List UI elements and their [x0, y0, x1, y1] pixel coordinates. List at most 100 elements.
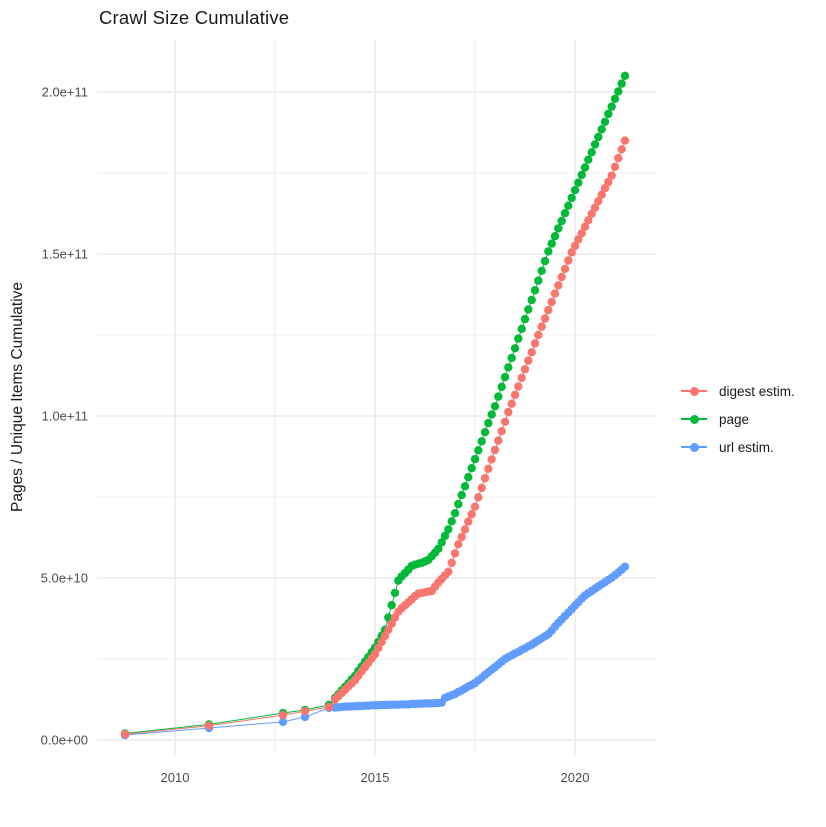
series-page-point [554, 224, 563, 233]
series-digest-estim-point [570, 241, 580, 251]
series-digest-estim-point [504, 407, 513, 417]
x-tick-label: 2010 [161, 770, 190, 785]
series-page-point [580, 163, 590, 172]
series-digest-estim-point [550, 289, 560, 298]
series-page-point [530, 286, 540, 295]
series-page-point [600, 117, 610, 127]
series-page-point [460, 482, 470, 491]
series-page-point [470, 454, 480, 464]
series-page-point [607, 102, 616, 111]
series-digest-estim-point [500, 417, 510, 426]
y-tick-label: 0.0e+00 [41, 733, 88, 748]
series-digest-estim-point [517, 373, 526, 382]
series-digest-estim-point [514, 382, 523, 391]
series-digest-estim-point [620, 136, 630, 145]
legend-item-page: page [681, 409, 795, 429]
x-tick-label: 2015 [361, 770, 390, 785]
series-digest-estim-point [380, 631, 390, 641]
series-page-point [584, 155, 593, 164]
series-digest-estim-point [477, 483, 486, 493]
legend: digest estim. page url estim. [681, 381, 795, 457]
series-page-point [490, 402, 500, 411]
series-page-point [524, 305, 533, 314]
legend-dot-icon [689, 386, 699, 396]
series-page-point [617, 79, 626, 88]
series-digest-estim-point [577, 229, 586, 238]
series-page-point [577, 170, 586, 180]
series-page-point [574, 178, 583, 187]
series-page-point [440, 531, 450, 541]
series-url-estim-point [278, 717, 288, 727]
series-digest-estim-point [460, 525, 470, 534]
legend-label-url-estim: url estim. [719, 439, 774, 455]
series-page-point [504, 363, 513, 372]
series-page-point [437, 538, 446, 547]
chart-title: Crawl Size Cumulative [99, 7, 290, 28]
series-digest-estim-point [524, 356, 533, 365]
series-digest-estim-point [484, 464, 493, 473]
legend-dot-icon [689, 414, 699, 424]
series-digest-estim-point [610, 162, 620, 171]
series-page-point [434, 544, 443, 553]
series-page-point [514, 334, 523, 343]
legend-item-digest-estim: digest estim. [681, 381, 795, 401]
series-digest-estim-point [540, 314, 550, 323]
series-digest-estim-point [450, 549, 460, 558]
series-digest-estim-point [617, 145, 626, 154]
series-page-point [444, 525, 453, 534]
series-page-point [507, 353, 516, 363]
y-tick-label: 1.0e+11 [42, 409, 88, 424]
series-digest-estim-point [497, 427, 506, 436]
series-digest-estim-point [324, 702, 334, 712]
series-page-point [480, 428, 490, 437]
series-digest-estim-point [464, 517, 473, 526]
series-page-point [614, 87, 623, 96]
series-page-point [610, 94, 620, 104]
series-digest-estim-point [278, 710, 288, 720]
series-digest-estim-point [447, 558, 456, 567]
y-tick-label: 5.0e+10 [41, 571, 88, 586]
series-digest-estim-point [594, 197, 603, 206]
series-page-point [474, 446, 483, 455]
series-digest-estim-point [534, 330, 543, 340]
series-digest-estim-point [120, 730, 130, 739]
series-digest-estim-point [507, 399, 516, 408]
series-digest-estim-point [374, 643, 383, 653]
series-digest-estim-point [574, 235, 583, 244]
series-digest-estim-point [474, 493, 483, 502]
series-page-point [587, 148, 596, 157]
series-digest-estim-point [530, 339, 540, 348]
y-tick-label: 1.5e+11 [42, 247, 88, 262]
series-digest-estim-point [564, 256, 573, 265]
series-page-point [497, 382, 506, 391]
legend-dot-icon [689, 442, 699, 452]
series-digest-estim-point [527, 348, 536, 357]
series-digest-estim-point [590, 203, 600, 212]
series-page-point [494, 392, 503, 401]
legend-key-url-estim-icon [681, 437, 707, 457]
series-page-point [484, 418, 493, 428]
series-page-point [557, 216, 566, 226]
series-page-point [467, 464, 476, 473]
series-page-point [487, 410, 496, 419]
series-digest-estim-point [470, 502, 480, 511]
series-page-point [464, 473, 473, 482]
series-page-point [537, 266, 546, 275]
series-digest-estim-point [537, 322, 546, 331]
series-digest-estim-point [557, 272, 566, 282]
series-digest-estim-point [584, 216, 593, 225]
series-page-point [597, 125, 606, 134]
series-digest-estim-point [494, 436, 503, 445]
series-digest-estim-point [457, 532, 466, 542]
legend-item-url-estim: url estim. [681, 437, 795, 457]
series-digest-estim-point [204, 721, 214, 730]
series-digest-estim-point [567, 248, 576, 257]
series-page-point [447, 517, 456, 526]
series-digest-estim-point [510, 390, 520, 400]
series-page-point [457, 490, 466, 500]
series-digest-estim-point [560, 264, 570, 274]
y-axis-title: Pages / Unique Items Cumulative [9, 281, 26, 513]
series-page-point [560, 209, 570, 218]
